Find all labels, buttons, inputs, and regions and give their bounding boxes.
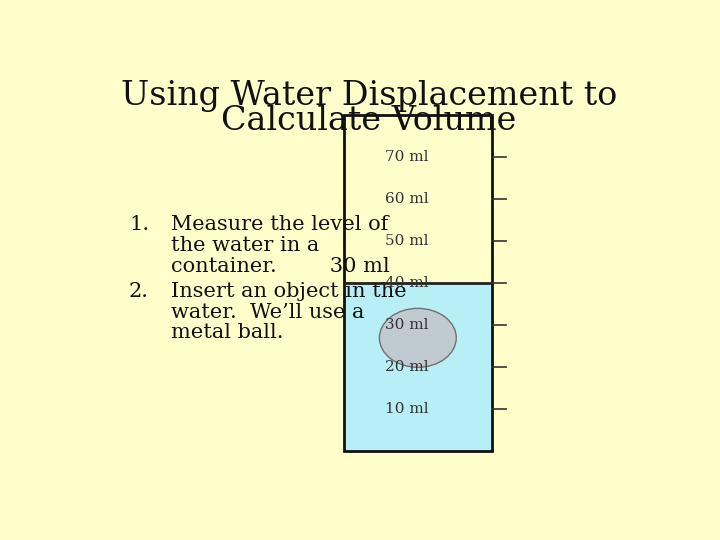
Text: Measure the level of: Measure the level of [171,215,388,234]
Text: the water in a: the water in a [171,236,319,255]
Text: water.  We’ll use a: water. We’ll use a [171,303,364,322]
Bar [344,283,492,451]
Bar [344,114,492,451]
Text: 2.: 2. [129,282,149,301]
Text: 70 ml: 70 ml [385,150,429,164]
Text: 30 ml: 30 ml [385,318,429,332]
Text: container.        30 ml: container. 30 ml [171,257,390,276]
Text: 20 ml: 20 ml [385,360,429,374]
Text: 50 ml: 50 ml [385,234,429,248]
Ellipse shape [379,308,456,367]
Text: Calculate Volume: Calculate Volume [221,105,517,137]
Text: 40 ml: 40 ml [385,276,429,290]
Text: 1.: 1. [129,215,149,234]
Text: Using Water Displacement to: Using Water Displacement to [121,80,617,112]
Text: 10 ml: 10 ml [385,402,429,416]
Text: Insert an object in the: Insert an object in the [171,282,407,301]
Text: metal ball.: metal ball. [171,323,284,342]
Text: 60 ml: 60 ml [385,192,429,206]
